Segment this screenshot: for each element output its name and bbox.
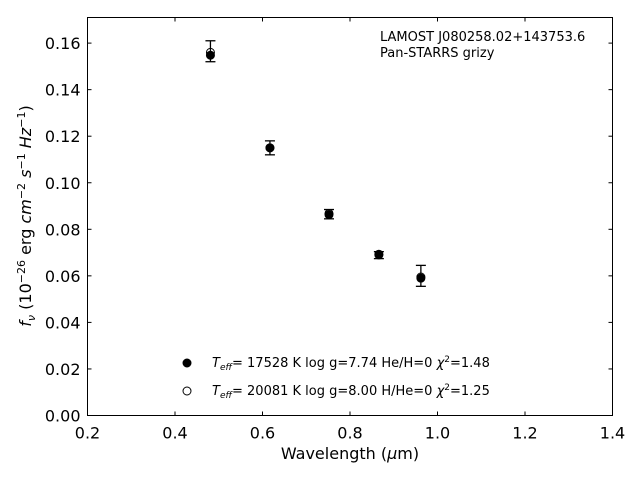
legend-marker-open bbox=[182, 386, 192, 396]
model-point-open bbox=[265, 143, 275, 153]
legend-marker-filled bbox=[182, 358, 192, 368]
model-point-open bbox=[324, 208, 334, 218]
model-point-open bbox=[416, 272, 426, 282]
y-tick-label: 0.16 bbox=[45, 34, 81, 53]
y-tick-label: 0.04 bbox=[45, 313, 81, 332]
x-tick-label: 1.0 bbox=[425, 424, 450, 443]
model-point-open bbox=[205, 47, 215, 57]
legend-label-series-2: Teff= 20081 K log g=8.00 H/He=0 χ2=1.25 bbox=[212, 383, 490, 401]
data-points bbox=[205, 47, 426, 283]
x-tick-label: 1.2 bbox=[512, 424, 537, 443]
y-tick-label: 0.08 bbox=[45, 220, 81, 239]
model-point-filled bbox=[205, 50, 215, 60]
x-axis-label: Wavelength (μm) bbox=[281, 444, 419, 463]
object-name-annotation: LAMOST J080258.02+143753.6 bbox=[380, 30, 585, 45]
x-tick-label: 0.2 bbox=[75, 424, 100, 443]
x-tick-label: 1.4 bbox=[600, 424, 625, 443]
survey-annotation: Pan-STARRS grizy bbox=[380, 46, 495, 61]
y-axis-label: fν (10−26 erg cm−2 s−1 Hz−1) bbox=[15, 105, 38, 326]
plot-frame bbox=[87, 17, 613, 416]
y-tick-label: 0.12 bbox=[45, 127, 81, 146]
y-tick-label: 0.02 bbox=[45, 360, 81, 379]
y-tick-label: 0.10 bbox=[45, 174, 81, 193]
y-tick-label: 0.00 bbox=[45, 407, 81, 426]
x-tick-label: 0.4 bbox=[162, 424, 187, 443]
tick-labels: 0.2 0.4 0.6 0.8 1.0 1.2 1.4 0.00 0.02 0.04 0.06 0.0… bbox=[45, 34, 625, 442]
y-tick-label: 0.06 bbox=[45, 267, 81, 286]
x-tick-label: 0.8 bbox=[337, 424, 362, 443]
y-tick-label: 0.14 bbox=[45, 81, 81, 100]
legend: Teff= 17528 K log g=7.74 He/H=0 χ2=1.48 … bbox=[182, 355, 490, 401]
legend-label-series-1: Teff= 17528 K log g=7.74 He/H=0 χ2=1.48 bbox=[212, 355, 490, 373]
model-point-open bbox=[374, 249, 384, 259]
x-tick-label: 0.6 bbox=[250, 424, 275, 443]
